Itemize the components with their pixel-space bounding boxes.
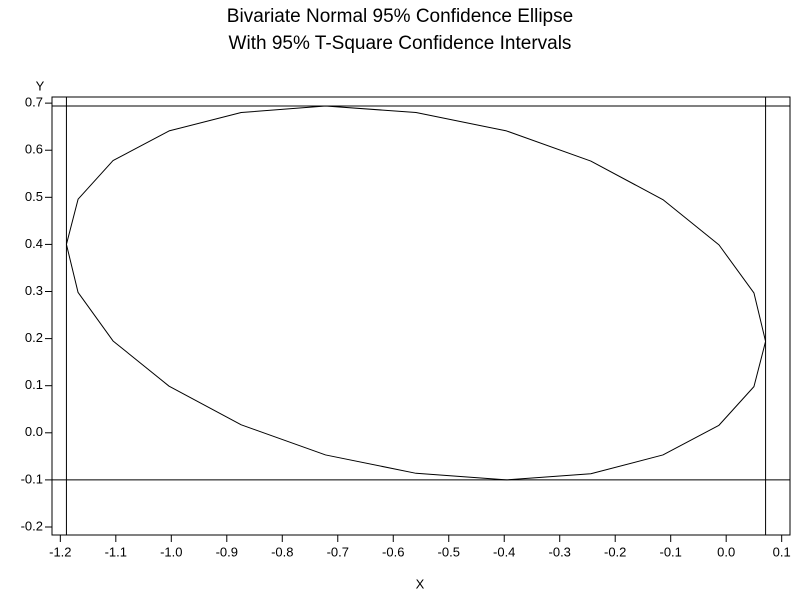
x-axis-label: X [416,576,425,591]
x-tick-label: -0.5 [438,544,460,559]
plot-frame [51,96,791,536]
x-tick-label: -0.3 [549,544,571,559]
x-tick-label: -0.7 [327,544,349,559]
y-tick-label: 0.5 [25,189,43,204]
chart-title: Bivariate Normal 95% Confidence Ellipse [227,6,573,27]
x-tick-label: -0.8 [271,544,293,559]
x-tick-label: -1.1 [105,544,127,559]
y-tick-label: 0.1 [25,377,43,392]
x-tick-label: -0.9 [216,544,238,559]
x-tick-label: -0.6 [382,544,404,559]
x-tick-label: 0.1 [773,544,791,559]
y-tick-label: 0.0 [25,424,43,439]
y-tick-label: 0.4 [25,236,43,251]
ellipse-line [65,105,767,481]
x-tick-label: -1.2 [49,544,71,559]
x-tick-label: -0.1 [659,544,681,559]
chart-subtitle: With 95% T-Square Confidence Intervals [229,33,572,54]
x-tick-label: 0.0 [717,544,735,559]
y-tick-label: 0.7 [25,95,43,110]
y-tick-label: 0.3 [25,283,43,298]
y-tick-label: -0.2 [21,518,43,533]
y-axis-label: Y [36,78,45,93]
x-tick-label: -1.0 [160,544,182,559]
y-tick-label: 0.2 [25,330,43,345]
x-tick-label: -0.4 [493,544,515,559]
y-tick-label: 0.6 [25,142,43,157]
y-tick-label: -0.1 [21,471,43,486]
x-tick-label: -0.2 [604,544,626,559]
